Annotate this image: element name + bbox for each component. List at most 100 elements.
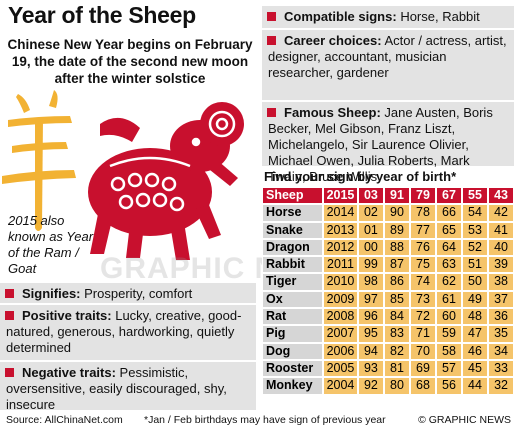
year-cell: 85 [383,290,410,309]
sign-cell: Horse [262,204,324,222]
year-cell: 94 [357,342,384,360]
year-cell: 46 [462,342,489,360]
note: *Jan / Feb birthdays may have sign of pr… [144,414,386,426]
year-cell: 2006 [323,342,358,360]
illustration [2,90,244,260]
year-cell: 65 [435,221,462,239]
detail-label: Compatible signs: [284,9,397,24]
year-cell: 88 [383,238,410,257]
year-cell: 74 [409,273,436,291]
detail-text: Horse, Rabbit [400,9,480,24]
year-cell: 00 [357,238,384,257]
sign-cell: Rooster [262,359,324,378]
caption: 2015 also known as Year of the Ram / Goa… [8,213,94,276]
year-cell: 39 [488,256,515,274]
year-cell: 60 [435,308,462,326]
year-cell: 2010 [323,273,358,291]
year-cell: 59 [435,325,462,343]
fact-text: Pessimistic, oversensitive, easily disco… [6,365,227,412]
year-cell: 75 [409,256,436,274]
year-cell: 66 [435,204,462,222]
table-title: Find your sign by year of birth* [264,169,457,184]
fact-box: Negative traits: Pessimistic, oversensit… [0,362,256,412]
year-cell: 45 [462,359,489,378]
year-cell: 64 [435,238,462,257]
year-cell: 36 [488,308,515,326]
character [2,90,76,231]
year-cell: 37 [488,290,515,309]
detail-box: Compatible signs: Horse, Rabbit [262,6,514,28]
sign-cell: Dog [262,342,324,360]
year-cell: 01 [357,221,384,239]
credit: © GRAPHIC NEWS [418,414,511,426]
year-cell: 72 [409,308,436,326]
year-cell: 79 [409,187,436,205]
year-cell: 92 [357,377,384,395]
year-cell: 99 [357,256,384,274]
table-row: Tiger 2010 98 86 74 62 50 38 [262,273,515,291]
year-cell: 47 [462,325,489,343]
year-cell: 69 [409,359,436,378]
year-cell: 90 [383,204,410,222]
sign-table: Sheep 2015 03 91 79 67 55 43 Horse 2014 02 90 78 66 54… [262,187,515,395]
year-cell: 76 [409,238,436,257]
year-cell: 68 [409,377,436,395]
year-cell: 82 [383,342,410,360]
year-cell: 62 [435,273,462,291]
year-cell: 48 [462,308,489,326]
table-row: Rooster 2005 93 81 69 57 45 33 [262,359,515,378]
year-cell: 2007 [323,325,358,343]
year-cell: 43 [488,187,515,205]
header-row: Sheep 2015 03 91 79 67 55 43 [262,187,515,205]
year-cell: 40 [488,238,515,257]
year-cell: 38 [488,273,515,291]
sign-cell: Rat [262,308,324,326]
title: Year of the Sheep [8,2,196,28]
detail-text: Actor / actress, artist, designer, accou… [268,33,507,80]
year-cell: 03 [357,187,384,205]
table-row: Ox 2009 97 85 73 61 49 37 [262,290,515,309]
year-cell: 2005 [323,359,358,378]
sign-cell: Dragon [262,238,324,257]
year-cell: 91 [383,187,410,205]
year-cell: 54 [462,204,489,222]
year-cell: 56 [435,377,462,395]
year-cell: 95 [357,325,384,343]
table-row: Dragon 2012 00 88 76 64 52 40 [262,238,515,257]
year-cell: 70 [409,342,436,360]
year-cell: 35 [488,325,515,343]
year-cell: 57 [435,359,462,378]
fact-label: Signifies: [22,286,81,301]
year-cell: 97 [357,290,384,309]
year-cell: 73 [409,290,436,309]
year-cell: 87 [383,256,410,274]
year-cell: 63 [435,256,462,274]
sign-cell: Ox [262,290,324,309]
year-cell: 78 [409,204,436,222]
detail-label: Career choices: [284,33,382,48]
table-row: Monkey 2004 92 80 68 56 44 32 [262,377,515,395]
detail-box: Career choices: Actor / actress, artist,… [262,30,514,100]
sheep-pattern [109,110,236,212]
sign-cell: Snake [262,221,324,239]
year-cell: 2013 [323,221,358,239]
year-cell: 83 [383,325,410,343]
fact-text: Lucky, creative, good-natured, generous,… [6,308,242,355]
table-row: Snake 2013 01 89 77 65 53 41 [262,221,515,239]
year-cell: 58 [435,342,462,360]
year-cell: 86 [383,273,410,291]
fact-text: Prosperity, comfort [84,286,193,301]
fact-label: Negative traits: [22,365,116,380]
table-row: Horse 2014 02 90 78 66 54 42 [262,204,515,222]
year-cell: 77 [409,221,436,239]
sheep [88,102,244,260]
year-cell: 42 [488,204,515,222]
year-cell: 80 [383,377,410,395]
fact-label: Positive traits: [22,308,112,323]
year-cell: 81 [383,359,410,378]
fact-box: Signifies: Prosperity, comfort [0,283,256,303]
sign-cell: Monkey [262,377,324,395]
year-cell: 32 [488,377,515,395]
year-cell: 49 [462,290,489,309]
